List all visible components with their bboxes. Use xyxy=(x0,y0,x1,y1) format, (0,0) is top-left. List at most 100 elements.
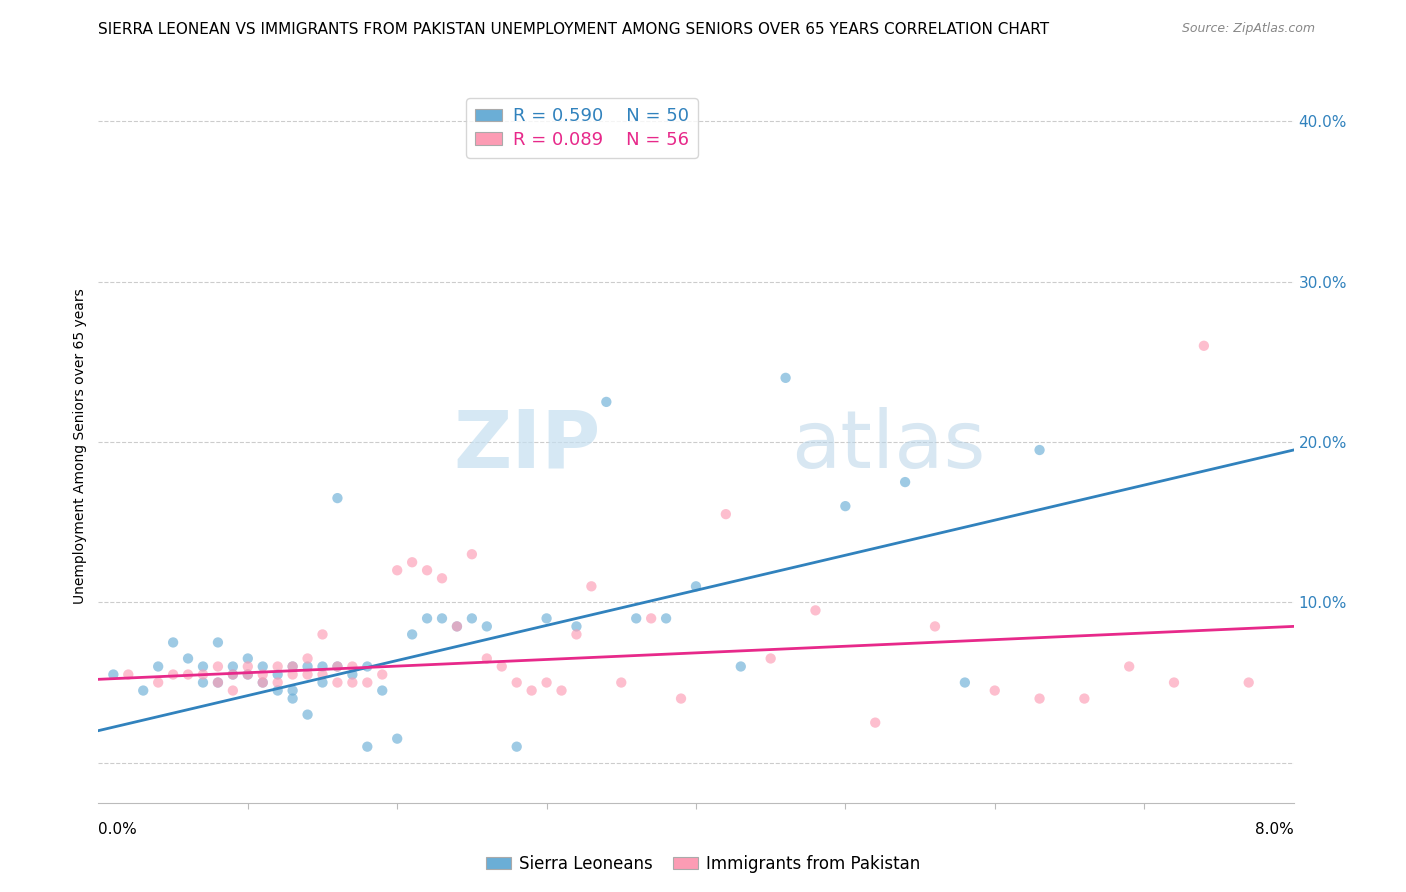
Point xyxy=(804,603,827,617)
Point xyxy=(565,619,588,633)
Point xyxy=(252,675,274,690)
Point xyxy=(267,667,290,681)
Point xyxy=(581,579,603,593)
Point xyxy=(297,707,319,722)
Point xyxy=(371,667,394,681)
Point xyxy=(416,611,439,625)
Point xyxy=(1073,691,1095,706)
Point xyxy=(536,675,558,690)
Point xyxy=(595,395,617,409)
Point xyxy=(311,659,333,673)
Point xyxy=(924,619,946,633)
Point xyxy=(401,627,423,641)
Point xyxy=(834,499,856,513)
Point xyxy=(326,491,349,505)
Point xyxy=(401,555,423,569)
Point xyxy=(281,659,304,673)
Point xyxy=(326,675,349,690)
Point xyxy=(730,659,752,673)
Point xyxy=(236,667,259,681)
Point xyxy=(1118,659,1140,673)
Point xyxy=(177,667,200,681)
Point xyxy=(342,659,364,673)
Point xyxy=(207,635,229,649)
Point xyxy=(297,667,319,681)
Point xyxy=(281,659,304,673)
Point xyxy=(222,667,245,681)
Point xyxy=(222,659,245,673)
Point xyxy=(1028,691,1050,706)
Point xyxy=(267,683,290,698)
Point xyxy=(326,659,349,673)
Point xyxy=(162,667,184,681)
Point xyxy=(267,659,290,673)
Point xyxy=(191,659,214,673)
Point xyxy=(446,619,468,633)
Point xyxy=(236,659,259,673)
Point xyxy=(148,659,170,673)
Point xyxy=(536,611,558,625)
Text: atlas: atlas xyxy=(792,407,986,485)
Point xyxy=(446,619,468,633)
Point xyxy=(491,659,513,673)
Point xyxy=(550,683,572,698)
Point xyxy=(267,675,290,690)
Point xyxy=(311,675,333,690)
Point xyxy=(506,675,529,690)
Point xyxy=(222,667,245,681)
Point xyxy=(326,659,349,673)
Point xyxy=(207,675,229,690)
Point xyxy=(222,683,245,698)
Point xyxy=(236,651,259,665)
Point xyxy=(475,651,498,665)
Point xyxy=(506,739,529,754)
Text: 8.0%: 8.0% xyxy=(1254,822,1294,837)
Point xyxy=(207,659,229,673)
Point xyxy=(461,611,484,625)
Point xyxy=(132,683,155,698)
Point xyxy=(385,731,409,746)
Point xyxy=(297,651,319,665)
Point xyxy=(148,675,170,690)
Point xyxy=(236,667,259,681)
Point xyxy=(775,371,797,385)
Point xyxy=(475,619,498,633)
Point xyxy=(863,715,886,730)
Y-axis label: Unemployment Among Seniors over 65 years: Unemployment Among Seniors over 65 years xyxy=(73,288,87,604)
Point xyxy=(385,563,409,577)
Point xyxy=(311,627,333,641)
Point xyxy=(669,691,692,706)
Point xyxy=(430,571,453,585)
Point xyxy=(983,683,1005,698)
Legend: R = 0.590    N = 50, R = 0.089    N = 56: R = 0.590 N = 50, R = 0.089 N = 56 xyxy=(465,98,697,158)
Point xyxy=(356,659,378,673)
Point xyxy=(416,563,439,577)
Point xyxy=(356,739,378,754)
Point xyxy=(461,547,484,561)
Point xyxy=(207,675,229,690)
Point xyxy=(1237,675,1260,690)
Point xyxy=(252,667,274,681)
Point xyxy=(342,667,364,681)
Point xyxy=(714,507,737,521)
Point xyxy=(342,675,364,690)
Point xyxy=(565,627,588,641)
Point xyxy=(655,611,678,625)
Point xyxy=(103,667,125,681)
Point xyxy=(162,635,184,649)
Point xyxy=(191,667,214,681)
Point xyxy=(1028,442,1050,457)
Point xyxy=(191,675,214,690)
Point xyxy=(610,675,633,690)
Point xyxy=(281,683,304,698)
Point xyxy=(311,667,333,681)
Point xyxy=(252,675,274,690)
Point xyxy=(117,667,139,681)
Point xyxy=(281,691,304,706)
Legend: Sierra Leoneans, Immigrants from Pakistan: Sierra Leoneans, Immigrants from Pakista… xyxy=(479,848,927,880)
Text: Source: ZipAtlas.com: Source: ZipAtlas.com xyxy=(1181,22,1315,36)
Point xyxy=(177,651,200,665)
Point xyxy=(759,651,782,665)
Point xyxy=(894,475,917,489)
Point xyxy=(297,659,319,673)
